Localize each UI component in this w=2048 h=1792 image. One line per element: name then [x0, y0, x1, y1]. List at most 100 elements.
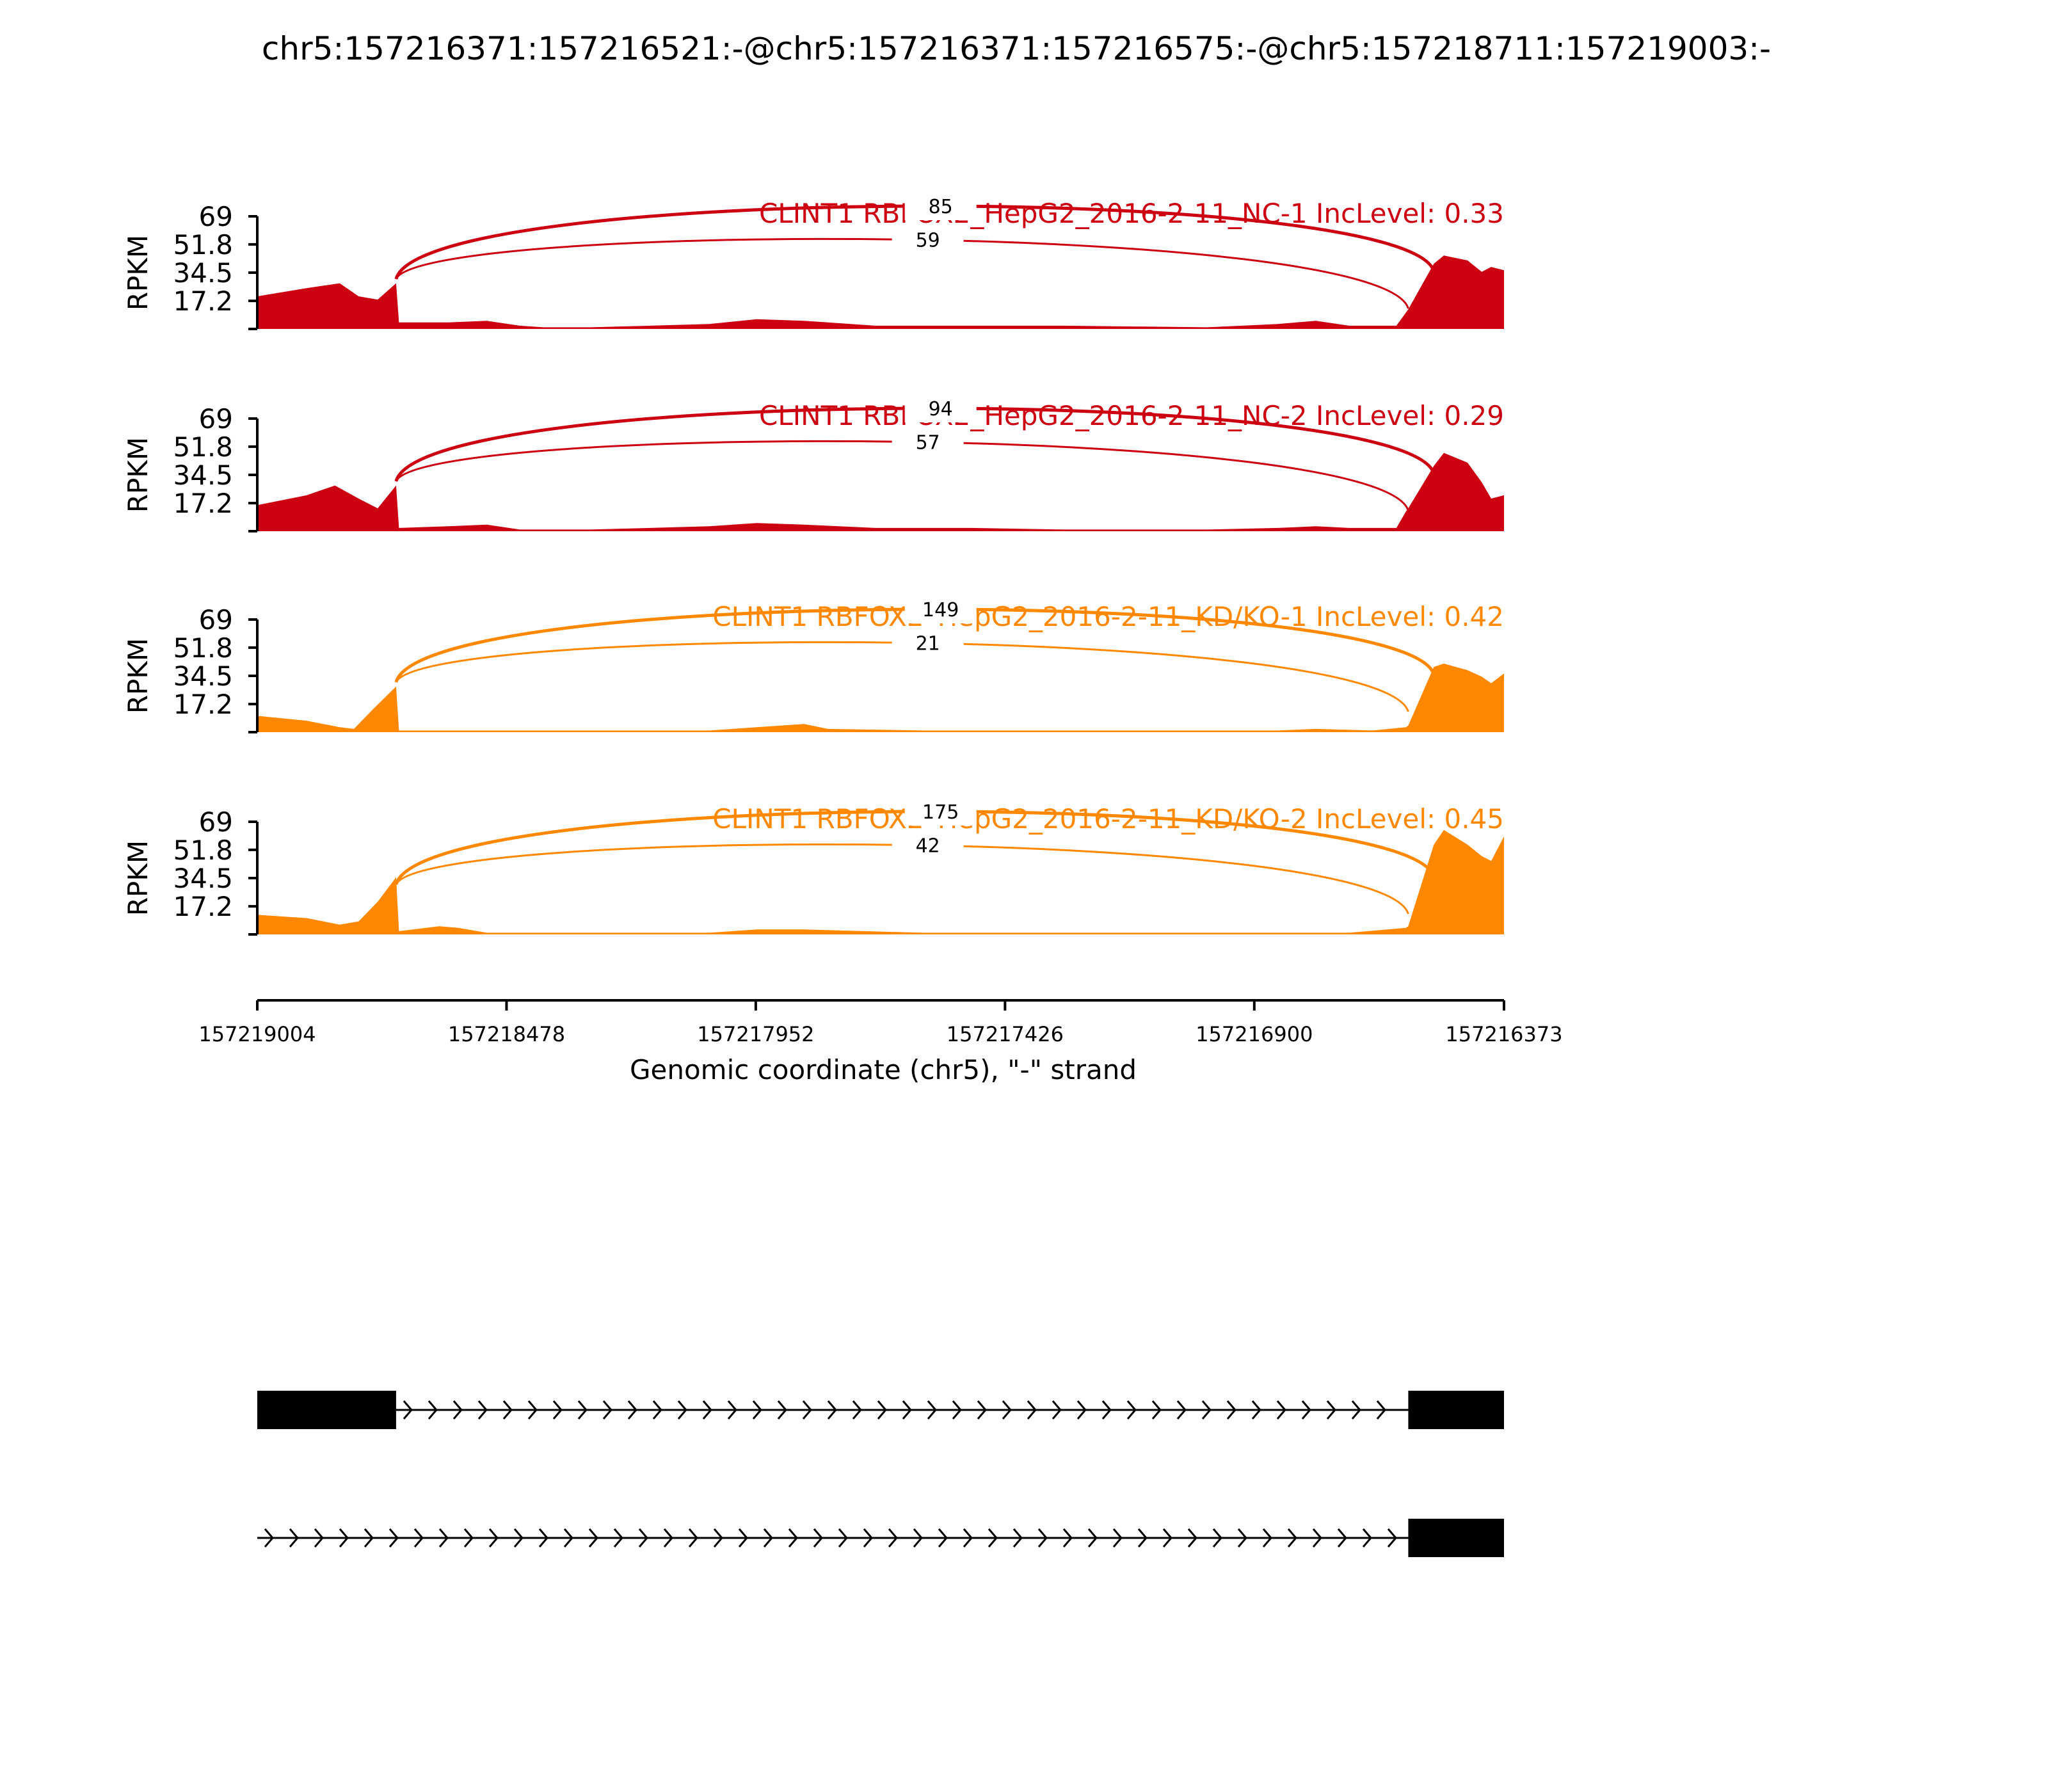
strand-chevron-icon	[1262, 1528, 1272, 1548]
junction-count: 149	[922, 599, 959, 621]
strand-chevron-icon	[577, 1400, 588, 1420]
junction-count-box	[904, 192, 977, 220]
strand-chevron-icon	[1251, 1400, 1261, 1420]
strand-chevron-icon	[738, 1528, 748, 1548]
strand-chevron-icon	[289, 1528, 299, 1548]
strand-chevron-icon	[513, 1528, 524, 1548]
strand-chevron-icon	[927, 1400, 937, 1420]
junction-count: 21	[916, 632, 940, 655]
x-tick-label: 157217426	[947, 1022, 1064, 1046]
strand-chevron-icon	[888, 1528, 898, 1548]
strand-chevron-icon	[1027, 1400, 1037, 1420]
strand-chevron-icon	[413, 1528, 424, 1548]
strand-chevron-icon	[788, 1528, 798, 1548]
track-3: 17.234.551.869 RPKM CLINT1 RBFOX2_HepG2_20…	[122, 595, 1504, 733]
x-axis-label: Genomic coordinate (chr5), "-" strand	[630, 1054, 1137, 1085]
coverage-area	[257, 829, 1504, 934]
strand-chevron-icon	[677, 1400, 687, 1420]
transcript-models	[257, 1391, 1504, 1557]
coverage-area	[257, 255, 1504, 329]
junction-count: 57	[916, 431, 940, 454]
strand-chevron-icon	[1212, 1528, 1222, 1548]
strand-chevron-icon	[428, 1400, 438, 1420]
strand-chevron-icon	[852, 1400, 862, 1420]
strand-chevron-icon	[1187, 1528, 1197, 1548]
y-axis-label: RPKM	[122, 840, 154, 916]
strand-chevron-icon	[827, 1400, 837, 1420]
junction-count-box	[904, 797, 977, 826]
y-tick-label: 17.2	[173, 891, 233, 922]
junction-count-box	[904, 394, 977, 422]
y-axis-label: RPKM	[122, 638, 154, 714]
y-tick-label: 69	[199, 806, 233, 838]
strand-chevron-icon	[863, 1528, 873, 1548]
strand-chevron-icon	[763, 1528, 773, 1548]
strand-chevron-icon	[1276, 1400, 1286, 1420]
strand-chevron-icon	[638, 1528, 648, 1548]
strand-chevron-icon	[588, 1528, 598, 1548]
junction-count: 94	[929, 398, 953, 420]
sample-label: CLINT1 RBFOX2_HepG2_2016-2-11_NC-2 IncLe…	[759, 400, 1504, 431]
strand-chevron-icon	[1087, 1528, 1098, 1548]
y-tick-label: 34.5	[173, 460, 233, 491]
coverage-area	[257, 452, 1504, 531]
strand-chevron-icon	[1301, 1400, 1311, 1420]
y-tick-label: 17.2	[173, 689, 233, 720]
x-tick-label: 157216373	[1445, 1022, 1562, 1046]
strand-chevron-icon	[1126, 1400, 1137, 1420]
strand-chevron-icon	[1237, 1528, 1247, 1548]
strand-chevron-icon	[688, 1528, 698, 1548]
strand-chevron-icon	[627, 1400, 637, 1420]
y-tick-label: 34.5	[173, 863, 233, 894]
y-tick-label: 34.5	[173, 257, 233, 289]
junction-count-box	[892, 225, 964, 254]
transcript-2	[257, 1519, 1504, 1557]
strand-chevron-icon	[438, 1528, 449, 1548]
strand-chevron-icon	[1101, 1400, 1112, 1420]
y-tick-label: 17.2	[173, 285, 233, 317]
strand-chevron-icon	[1376, 1400, 1386, 1420]
y-tick-label: 51.8	[173, 229, 233, 260]
genomic-coordinate-axis: 157219004 157218478 157217952 157217426 1572…	[198, 999, 1563, 1046]
strand-chevron-icon	[502, 1400, 513, 1420]
y-tick-label: 69	[199, 403, 233, 435]
strand-chevron-icon	[777, 1400, 787, 1420]
junction-count: 42	[916, 835, 940, 857]
strand-chevron-icon	[838, 1528, 848, 1548]
strand-chevron-icon	[813, 1528, 823, 1548]
junction-count-box	[892, 628, 964, 657]
strand-chevron-icon	[1362, 1528, 1372, 1548]
strand-chevron-icon	[977, 1400, 987, 1420]
junction-count-box	[892, 428, 964, 456]
y-tick-label: 69	[199, 201, 233, 232]
strand-chevron-icon	[1326, 1400, 1336, 1420]
strand-chevron-icon	[527, 1400, 538, 1420]
y-axis-label: RPKM	[122, 235, 154, 310]
strand-chevron-icon	[1337, 1528, 1347, 1548]
strand-chevron-icon	[1226, 1400, 1236, 1420]
strand-chevron-icon	[727, 1400, 737, 1420]
sample-label: CLINT1 RBFOX2_HepG2_2016-2-11_KD/KO-2 In…	[712, 803, 1504, 835]
strand-chevron-icon	[403, 1400, 413, 1420]
transcript-1	[257, 1391, 1504, 1429]
strand-chevron-icon	[1052, 1400, 1062, 1420]
strand-chevron-icon	[538, 1528, 548, 1548]
strand-chevron-icon	[988, 1528, 998, 1548]
exon-block	[1408, 1391, 1504, 1429]
strand-chevron-icon	[1112, 1528, 1123, 1548]
track-1: 17.234.551.869 RPKM CLINT1 RBFOX2_HepG2_20…	[122, 192, 1504, 330]
strand-chevron-icon	[452, 1400, 463, 1420]
junction-count: 59	[916, 229, 940, 252]
strand-chevron-icon	[1012, 1528, 1023, 1548]
strand-chevron-icon	[752, 1400, 762, 1420]
junction-count: 85	[929, 196, 953, 218]
x-tick-label: 157219004	[198, 1022, 316, 1046]
exon-block	[257, 1391, 396, 1429]
strand-chevron-icon	[802, 1400, 812, 1420]
strand-chevron-icon	[663, 1528, 673, 1548]
sample-label: CLINT1 RBFOX2_HepG2_2016-2-11_NC-1 IncLe…	[759, 198, 1504, 229]
track-4: 17.234.551.869 RPKM CLINT1 RBFOX2_HepG2_20…	[122, 797, 1504, 936]
y-tick-label: 51.8	[173, 632, 233, 664]
